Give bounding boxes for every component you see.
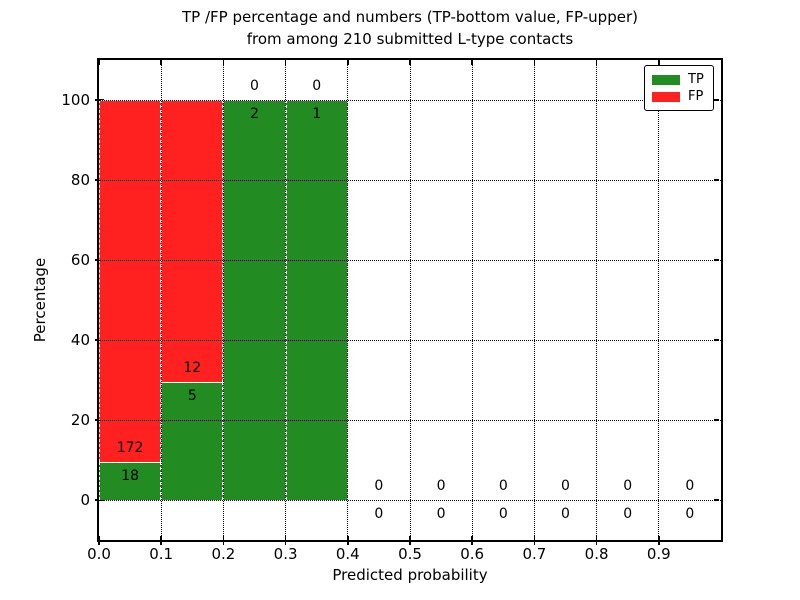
fp-count-label: 0 — [250, 78, 259, 94]
fp-legend-label: FP — [688, 89, 704, 104]
grid-layer — [99, 60, 721, 540]
plot-area: 172 18 12 5 0 2 0 1 0 0 0 0 0 0 0 0 0 0 0 0 — [97, 58, 723, 542]
x-tick-label: 0.2 — [211, 545, 236, 563]
fp-count-label: 172 — [116, 440, 144, 457]
chart-title-line2: from among 210 submitted L-type contacts — [246, 30, 574, 48]
x-tick-mark — [595, 536, 598, 545]
tp-count-label: 2 — [250, 106, 259, 122]
tp-count-label: 5 — [187, 388, 197, 405]
vertical-gridline — [347, 60, 349, 540]
x-tick-label: 0.6 — [460, 545, 485, 563]
x-tick-mark-top — [98, 60, 100, 65]
y-axis-label: Percentage — [31, 257, 49, 343]
tp-bar-segment — [223, 100, 286, 500]
legend-item-fp: FP — [652, 88, 706, 105]
tp-count-label: 0 — [623, 506, 633, 522]
tp-bar-segment — [161, 382, 224, 500]
fp-count-label: 12 — [183, 360, 202, 377]
y-tick-label: 80 — [70, 171, 90, 189]
legend-item-tp: TP — [652, 71, 706, 88]
tp-bar-segment — [99, 462, 162, 500]
x-tick-label: 0.0 — [87, 545, 111, 563]
x-tick-mark — [658, 536, 660, 545]
y-tick-label: 0 — [80, 491, 90, 509]
x-tick-mark — [409, 536, 411, 545]
y-tick-label: 40 — [70, 331, 90, 349]
vertical-gridline — [658, 60, 660, 540]
x-tick-mark — [160, 536, 162, 545]
horizontal-gridline — [99, 259, 721, 261]
x-tick-label: 0.8 — [584, 545, 609, 563]
vertical-gridline — [533, 60, 535, 540]
fp-count-label: 0 — [498, 478, 508, 494]
tp-count-label: 1 — [312, 106, 322, 122]
tp-count-label: 0 — [561, 506, 570, 522]
y-tick-label: 100 — [61, 91, 90, 109]
x-tick-mark — [98, 536, 100, 545]
vertical-gridline — [596, 60, 598, 540]
y-tick-label: 20 — [70, 411, 90, 429]
tp-count-label: 18 — [121, 468, 139, 485]
legend: TP FP — [644, 65, 714, 111]
horizontal-gridline — [99, 419, 721, 421]
fp-count-label: 0 — [312, 78, 322, 94]
vertical-gridline — [471, 60, 473, 540]
horizontal-gridline — [99, 499, 721, 501]
bars-layer — [99, 60, 721, 540]
tp-count-label: 0 — [436, 506, 446, 522]
x-tick-label: 0.7 — [522, 545, 547, 563]
tp-legend-label: TP — [688, 72, 704, 87]
y-tick-label: 60 — [70, 251, 90, 269]
fp-bar-segment — [161, 100, 224, 383]
tp-legend-swatch-icon — [652, 74, 680, 85]
horizontal-gridline — [99, 179, 721, 181]
fp-count-label: 0 — [561, 478, 570, 494]
x-tick-label: 0.1 — [149, 545, 174, 563]
fp-count-label: 0 — [374, 478, 384, 494]
fp-count-label: 0 — [623, 478, 633, 494]
vertical-gridline — [285, 60, 287, 540]
x-axis-label: Predicted probability — [332, 566, 488, 584]
x-tick-mark — [347, 536, 349, 545]
x-tick-mark — [222, 536, 225, 545]
tp-count-label: 0 — [374, 506, 384, 522]
tp-bar-segment — [285, 100, 348, 500]
x-tick-mark — [533, 536, 536, 545]
x-tick-label: 0.4 — [335, 545, 360, 563]
horizontal-gridline — [99, 99, 721, 101]
x-tick-label: 0.5 — [398, 545, 422, 563]
count-labels-layer: 172 18 12 5 0 2 0 1 0 0 0 0 0 0 0 0 0 0 0 0 — [99, 60, 721, 540]
fp-bar-segment — [99, 100, 162, 463]
tp-count-label: 0 — [685, 506, 695, 522]
tp-count-label: 0 — [498, 506, 508, 522]
vertical-gridline — [222, 60, 224, 540]
horizontal-gridline — [99, 339, 721, 341]
fp-count-label: 0 — [436, 478, 446, 494]
x-tick-label: 0.9 — [646, 545, 671, 563]
vertical-gridline — [160, 60, 162, 540]
vertical-gridline — [409, 60, 411, 540]
x-tick-mark — [284, 536, 287, 545]
x-tick-label: 0.3 — [273, 545, 298, 563]
x-tick-mark — [471, 536, 473, 545]
chart-title-line1: TP /FP percentage and numbers (TP-bottom… — [182, 8, 638, 26]
fp-legend-swatch-icon — [652, 91, 680, 102]
fp-count-label: 0 — [685, 478, 695, 494]
